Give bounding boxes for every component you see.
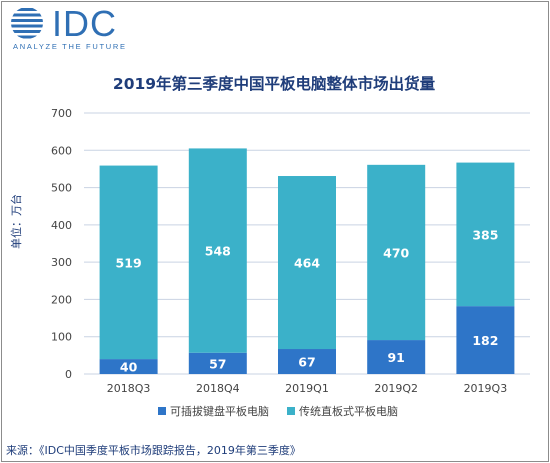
bar-segment	[99, 359, 158, 374]
bar-segment	[188, 352, 247, 374]
bar-segment	[278, 349, 336, 374]
source-note: 来源：《IDC中国季度平板市场跟踪报告，2019年第三季度》	[6, 444, 301, 457]
bar-segment	[278, 176, 336, 350]
x-tick-label: 2018Q3	[107, 382, 151, 395]
globe-icon	[11, 8, 43, 39]
bar-segment	[188, 148, 247, 353]
data-label: 182	[472, 333, 498, 348]
data-label: 67	[298, 355, 315, 370]
legend-swatch	[287, 407, 295, 415]
logo-brand: IDC	[52, 3, 117, 44]
data-label: 385	[472, 227, 498, 242]
x-tick-label: 2019Q3	[464, 382, 508, 395]
x-tick-label: 2018Q4	[196, 382, 240, 395]
legend-swatch	[158, 407, 166, 415]
logo-tagline: ANALYZE THE FUTURE	[13, 42, 127, 51]
bar-segment	[456, 306, 515, 374]
data-label: 548	[205, 244, 231, 259]
y-tick-label: 500	[51, 182, 72, 195]
chart-title: 2019年第三季度中国平板电脑整体市场出货量	[112, 75, 436, 93]
bar-segment	[367, 340, 426, 374]
bar-segment	[99, 165, 158, 360]
y-tick-label: 200	[51, 293, 72, 306]
data-label: 519	[116, 255, 142, 270]
x-tick-label: 2019Q1	[285, 382, 329, 395]
y-tick-label: 400	[51, 219, 72, 232]
y-tick-label: 600	[51, 144, 72, 157]
data-label: 470	[383, 245, 409, 260]
data-label: 40	[120, 360, 138, 375]
bar-segment	[367, 164, 426, 341]
data-label: 91	[387, 350, 404, 365]
y-tick-label: 100	[51, 331, 72, 344]
y-tick-label: 700	[51, 107, 72, 120]
legend-label: 传统直板式平板电脑	[299, 404, 398, 418]
idc-logo: IDC ANALYZE THE FUTURE	[10, 3, 160, 52]
legend-label: 可插拔键盘平板电脑	[170, 404, 269, 418]
y-tick-label: 300	[51, 256, 72, 269]
data-label: 464	[294, 256, 320, 271]
data-label: 57	[209, 356, 226, 371]
bar-segment	[456, 162, 515, 307]
x-tick-label: 2019Q2	[374, 382, 418, 395]
y-tick-label: 0	[65, 368, 72, 381]
